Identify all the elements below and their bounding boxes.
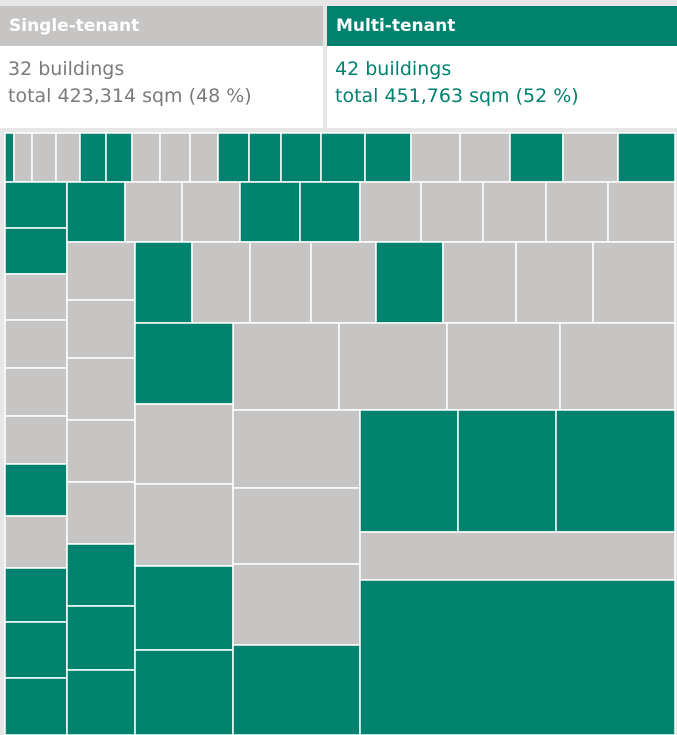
building-tile — [249, 241, 312, 324]
building-tile — [359, 531, 676, 581]
building-tile — [232, 322, 340, 411]
building-tile — [375, 241, 444, 324]
building-tile — [232, 563, 361, 646]
building-tile — [280, 132, 322, 183]
building-tile — [607, 181, 676, 243]
building-tile — [459, 132, 511, 183]
total-area: total 451,763 sqm (52 %) — [335, 85, 579, 107]
building-tile — [134, 649, 234, 735]
building-tile — [482, 181, 547, 243]
building-tile — [66, 605, 136, 671]
building-count: 42 buildings — [335, 58, 452, 80]
building-tile — [248, 132, 282, 183]
building-tile — [181, 181, 241, 243]
building-tile — [4, 132, 15, 183]
building-tile — [515, 241, 594, 324]
building-tile — [509, 132, 564, 183]
building-count: 32 buildings — [8, 58, 125, 80]
building-tile — [134, 483, 234, 567]
building-tile — [66, 669, 136, 735]
building-tile — [189, 132, 219, 183]
building-tile — [66, 181, 126, 243]
building-tile — [79, 132, 107, 183]
building-tile — [4, 273, 68, 321]
building-tile — [134, 241, 193, 324]
building-tile — [359, 579, 676, 735]
building-tile — [4, 515, 68, 569]
group-header: Multi-tenant — [327, 6, 677, 46]
building-tile — [410, 132, 461, 183]
building-tile — [320, 132, 366, 183]
building-tile — [13, 132, 33, 183]
building-tile — [4, 621, 68, 679]
group-panel: 32 buildings total 423,314 sqm (48 %) — [0, 46, 323, 128]
building-tile — [31, 132, 57, 183]
building-tile — [617, 132, 676, 183]
building-tile — [66, 357, 136, 421]
building-tile — [124, 181, 183, 243]
building-tile — [457, 409, 557, 533]
building-tile — [359, 409, 459, 533]
building-tile — [420, 181, 484, 243]
building-tile — [66, 481, 136, 545]
building-tile — [4, 677, 68, 735]
building-tile — [364, 132, 412, 183]
building-tile — [592, 241, 676, 324]
building-tile — [562, 132, 619, 183]
building-tile — [310, 241, 377, 324]
building-tile — [66, 299, 136, 359]
building-tile — [4, 415, 68, 465]
building-tile — [338, 322, 448, 411]
building-tile — [159, 132, 191, 183]
building-tile — [4, 567, 68, 623]
building-tile — [217, 132, 250, 183]
building-tile — [105, 132, 133, 183]
building-tile — [66, 419, 136, 483]
building-tile — [232, 409, 361, 489]
building-tile — [4, 463, 68, 517]
building-tile — [555, 409, 676, 533]
building-tile — [299, 181, 361, 243]
building-tile — [4, 367, 68, 417]
building-tile — [232, 644, 361, 735]
building-tile — [131, 132, 161, 183]
building-tile — [134, 565, 234, 651]
building-tile — [191, 241, 251, 324]
total-area: total 423,314 sqm (48 %) — [8, 85, 252, 107]
building-tile — [239, 181, 301, 243]
building-tile — [134, 322, 234, 405]
building-tile — [4, 181, 68, 229]
building-tile — [359, 181, 422, 243]
building-tile — [559, 322, 676, 411]
building-tile — [545, 181, 609, 243]
group-header: Single-tenant — [0, 6, 323, 46]
building-tile — [66, 543, 136, 607]
building-tile — [134, 403, 234, 485]
building-tile — [55, 132, 81, 183]
building-tile — [4, 227, 68, 275]
building-tile — [66, 241, 136, 301]
building-tile — [442, 241, 517, 324]
building-tile — [4, 319, 68, 369]
building-tile — [446, 322, 561, 411]
building-tile — [232, 487, 361, 565]
group-panel: 42 buildings total 451,763 sqm (52 %) — [327, 46, 677, 128]
